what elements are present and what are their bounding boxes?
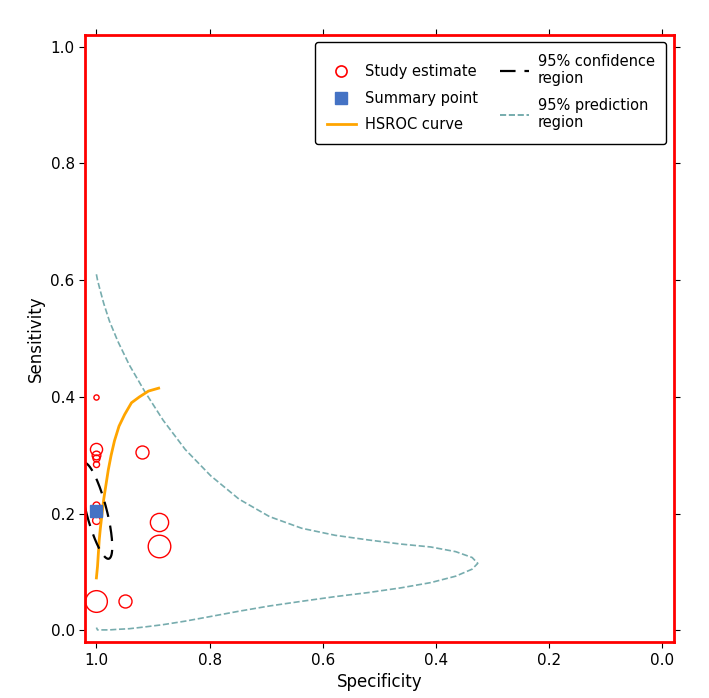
Y-axis label: Sensitivity: Sensitivity	[27, 295, 45, 382]
X-axis label: Specificity: Specificity	[337, 673, 422, 691]
Legend: Study estimate, Summary point, HSROC curve, 95% confidence
region, 95% predictio: Study estimate, Summary point, HSROC cur…	[316, 42, 666, 144]
